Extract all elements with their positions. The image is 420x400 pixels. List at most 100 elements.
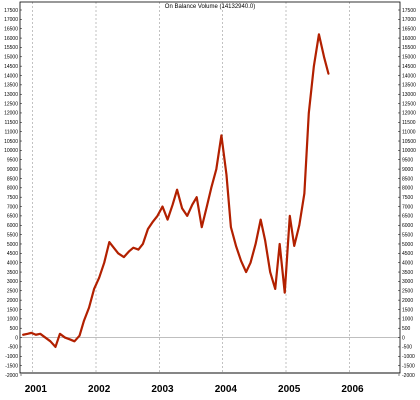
x-tick-label: 2002 — [88, 384, 111, 395]
obv-data-point — [269, 271, 271, 273]
y-tick-label-right: 13500 — [402, 83, 416, 89]
y-tick-label-left: 12500 — [4, 101, 18, 107]
y-tick-label-right: -500 — [402, 345, 412, 351]
obv-data-point — [54, 346, 57, 348]
obv-data-point — [289, 215, 291, 217]
y-tick-label-left: 7000 — [7, 204, 18, 210]
obv-data-point — [26, 333, 29, 335]
y-tick-label-left: 17000 — [4, 17, 18, 23]
y-tick-label-left: 13000 — [4, 92, 18, 98]
y-tick-label-right: -2000 — [402, 373, 415, 379]
obv-data-point — [318, 33, 320, 36]
chart-title: On Balance Volume (14132940.0) — [165, 4, 255, 10]
y-axis-left-labels: 1750017000165001600015500150001450014000… — [4, 8, 18, 379]
obv-data-point — [22, 333, 24, 336]
y-tick-label-right: 11000 — [402, 129, 416, 135]
y-tick-label-left: 4500 — [7, 251, 18, 257]
obv-data-point — [171, 203, 174, 206]
obv-data-point — [278, 243, 281, 245]
y-tick-label-left: 9500 — [7, 158, 18, 164]
x-tick-label: 2001 — [25, 384, 48, 395]
y-tick-label-left: 12000 — [4, 111, 18, 117]
x-tick-label: 2006 — [341, 384, 364, 395]
obv-data-point — [69, 338, 71, 341]
grid-layer — [32, 2, 350, 373]
obv-data-point — [152, 220, 154, 223]
obv-data-point — [132, 246, 135, 249]
obv-data-point — [128, 250, 130, 253]
obv-data-point — [186, 215, 188, 217]
x-tick-label: 2003 — [151, 384, 174, 395]
y-tick-label-left: 9000 — [7, 167, 18, 173]
y-tick-label-right: 4500 — [402, 251, 413, 257]
y-tick-label-right: 9500 — [402, 158, 413, 164]
obv-data-point — [264, 239, 266, 242]
obv-data-point — [83, 319, 85, 322]
obv-data-point — [245, 271, 247, 273]
obv-data-point — [156, 215, 159, 217]
obv-data-point — [93, 288, 95, 290]
obv-data-point — [249, 261, 252, 264]
obv-data-point — [64, 336, 66, 339]
y-tick-label-left: 5500 — [7, 232, 18, 238]
obv-data-point — [176, 188, 178, 191]
y-tick-label-left: 11000 — [4, 129, 18, 135]
y-tick-label-left: 6000 — [7, 223, 18, 229]
y-tick-label-left: 3000 — [7, 279, 18, 285]
y-tick-label-right: -1000 — [402, 354, 415, 360]
y-tick-label-right: 1500 — [402, 307, 413, 313]
y-tick-label-left: 10500 — [4, 139, 18, 145]
obv-data-point — [142, 243, 144, 245]
y-tick-label-left: 2000 — [7, 298, 18, 304]
y-tick-label-right: 16000 — [402, 36, 416, 42]
obv-data-point — [108, 241, 111, 243]
obv-data-point — [117, 252, 119, 255]
y-tick-label-right: 14500 — [402, 64, 416, 70]
obv-data-point — [103, 261, 106, 264]
obv-data-point — [88, 306, 90, 309]
obv-data-point — [274, 288, 277, 290]
y-tick-label-right: 3500 — [402, 270, 413, 276]
y-tick-label-right: 6500 — [402, 214, 413, 220]
y-tick-label-left: 8500 — [7, 176, 18, 182]
y-tick-label-left: -2000 — [5, 373, 18, 379]
y-tick-label-left: 5000 — [7, 242, 18, 248]
obv-data-point — [220, 134, 223, 137]
y-tick-label-right: 3000 — [402, 279, 413, 285]
y-tick-label-left: -1000 — [5, 354, 18, 360]
y-tick-label-right: 6000 — [402, 223, 413, 229]
y-tick-label-left: 14500 — [4, 64, 18, 70]
obv-data-point — [59, 333, 61, 335]
y-tick-label-right: 15000 — [402, 55, 416, 61]
obv-data-point — [30, 332, 33, 334]
obv-data-point — [39, 333, 42, 335]
y-tick-label-right: 2000 — [402, 298, 413, 304]
y-tick-label-left: 8000 — [7, 186, 18, 192]
obv-data-point — [112, 246, 115, 249]
obv-data-point — [323, 55, 325, 58]
y-tick-label-right: -1500 — [402, 363, 415, 369]
obv-data-point — [303, 192, 306, 195]
y-tick-label-left: 13500 — [4, 83, 18, 89]
y-tick-label-right: 11500 — [402, 120, 416, 126]
y-tick-label-left: 7500 — [7, 195, 18, 201]
plot-frame — [19, 1, 401, 374]
obv-data-point — [298, 224, 301, 227]
y-tick-label-left: 17500 — [4, 8, 18, 14]
y-axis-right-labels: 1750017000165001600015500150001450014000… — [402, 8, 416, 379]
obv-series-line — [22, 33, 330, 349]
obv-data-point — [215, 168, 218, 170]
y-tick-label-right: 8000 — [402, 186, 413, 192]
x-tick-label: 2005 — [278, 384, 301, 395]
y-tick-label-left: 14000 — [4, 73, 18, 79]
obv-data-point — [200, 226, 203, 228]
y-tick-label-right: 17500 — [402, 8, 416, 14]
obv-data-point — [283, 291, 286, 294]
y-tick-label-left: 15000 — [4, 55, 18, 61]
y-tick-label-right: 5500 — [402, 232, 413, 238]
obv-data-point — [35, 333, 37, 336]
obv-data-point — [225, 173, 228, 176]
y-tick-label-left: -1500 — [5, 363, 18, 369]
